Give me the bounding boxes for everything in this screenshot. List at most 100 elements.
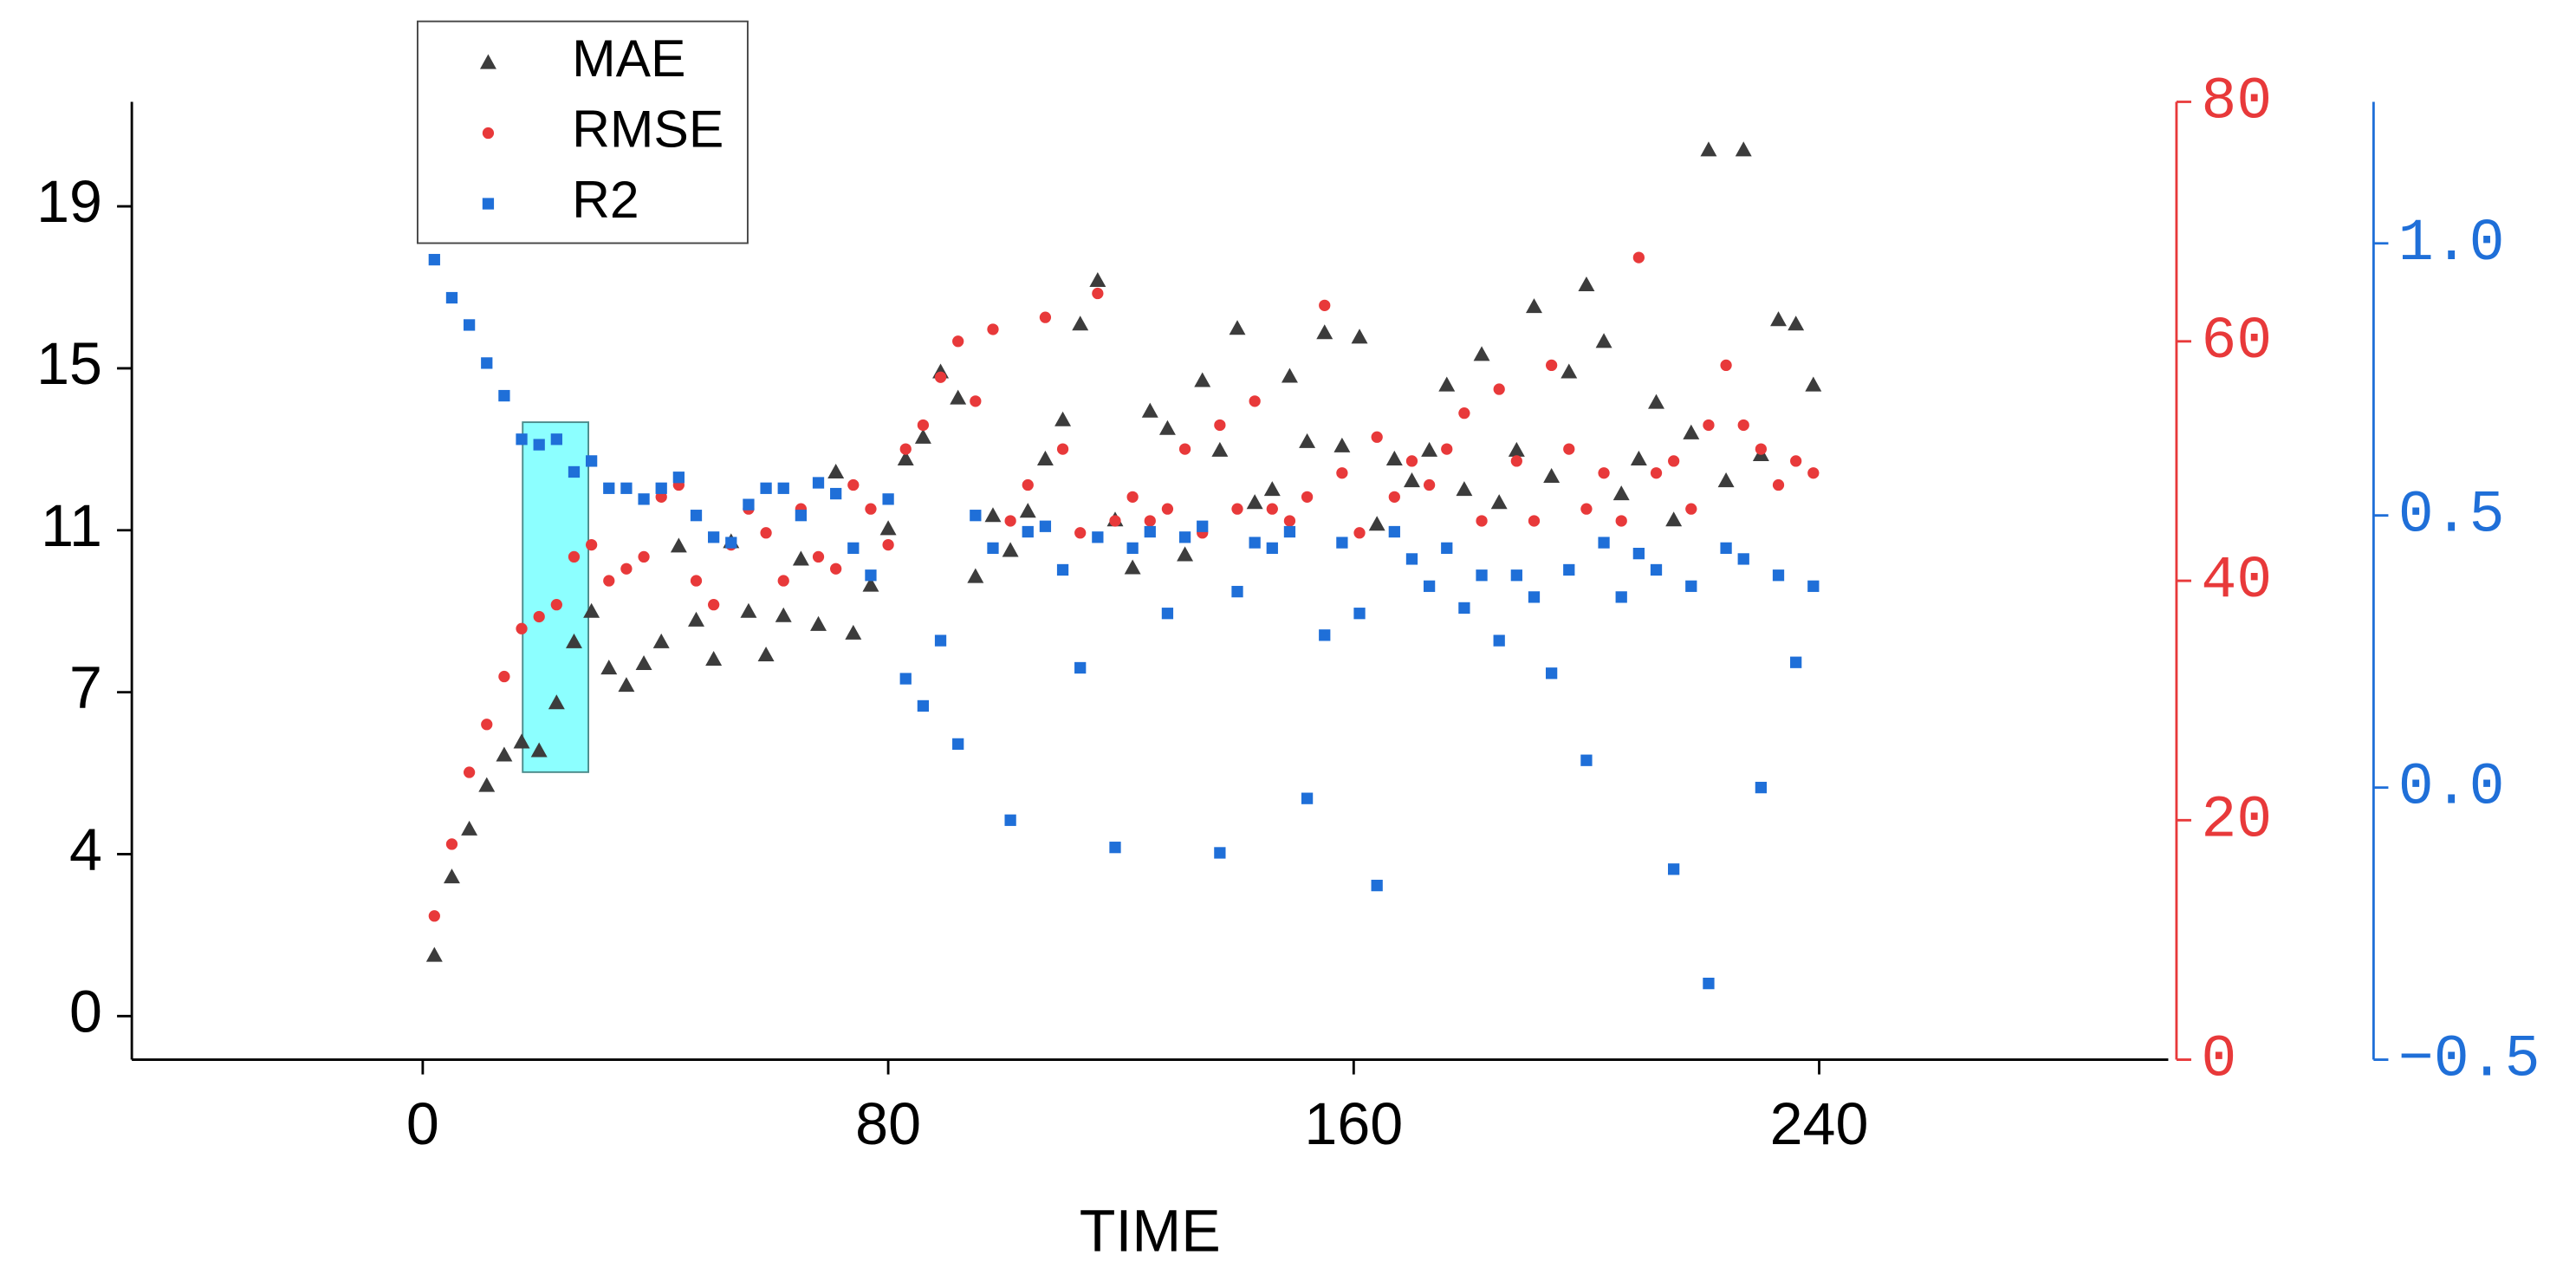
point	[725, 537, 737, 549]
x-tick-label: 240	[1770, 1091, 1869, 1157]
point	[445, 291, 458, 304]
point	[1737, 553, 1749, 565]
point	[917, 699, 930, 712]
point	[1685, 503, 1697, 515]
point	[1405, 553, 1418, 565]
point	[600, 660, 618, 675]
point	[1039, 311, 1052, 323]
point	[1493, 634, 1505, 647]
point	[425, 946, 443, 962]
point	[934, 371, 947, 383]
y-tick-label: 11	[41, 493, 102, 559]
point	[830, 563, 842, 575]
point	[1351, 329, 1368, 344]
point	[1598, 537, 1610, 549]
point	[481, 357, 493, 369]
point	[1650, 467, 1663, 479]
point	[1423, 478, 1436, 491]
point	[1668, 863, 1680, 875]
point	[690, 510, 703, 522]
point	[1231, 585, 1243, 598]
point	[847, 478, 860, 491]
point	[688, 611, 704, 627]
point	[1755, 443, 1768, 455]
point	[757, 646, 775, 661]
point	[463, 319, 476, 331]
point	[1056, 443, 1069, 455]
point	[655, 491, 667, 503]
point	[1301, 792, 1314, 804]
point	[952, 335, 964, 348]
point	[1405, 455, 1418, 467]
point	[496, 746, 513, 762]
point	[1403, 472, 1420, 488]
point	[775, 607, 792, 622]
point	[1545, 359, 1558, 372]
point	[1229, 320, 1246, 335]
legend-marker	[479, 54, 496, 69]
point	[516, 433, 528, 446]
point	[585, 538, 598, 551]
point	[1421, 441, 1438, 457]
point	[672, 472, 685, 484]
point	[603, 575, 615, 587]
point	[1665, 511, 1683, 527]
point	[1056, 563, 1069, 576]
point	[1161, 608, 1174, 620]
point	[1249, 537, 1261, 549]
point	[1508, 441, 1525, 457]
point	[865, 503, 877, 515]
point	[548, 694, 565, 710]
point	[1755, 781, 1768, 794]
point	[1022, 525, 1034, 538]
point	[984, 507, 1002, 523]
y-tick-label: 80	[2201, 69, 2272, 136]
point	[1612, 485, 1630, 501]
point	[1772, 478, 1785, 491]
point	[845, 624, 862, 640]
x-tick-label: 0	[406, 1091, 439, 1157]
point	[481, 719, 493, 731]
point	[1438, 376, 1456, 392]
point	[1595, 333, 1612, 348]
point	[1423, 580, 1436, 592]
point	[899, 673, 912, 685]
point	[934, 634, 947, 647]
point	[603, 482, 615, 494]
point	[1632, 548, 1645, 560]
point	[445, 838, 458, 850]
y-tick-label: 60	[2201, 309, 2272, 375]
point	[1072, 315, 1089, 331]
point	[1473, 346, 1490, 361]
point	[760, 482, 772, 494]
point	[1158, 420, 1176, 435]
point	[566, 633, 582, 648]
point	[1735, 141, 1752, 157]
point	[533, 439, 545, 451]
point	[917, 419, 930, 432]
point	[1598, 467, 1610, 479]
highlight-box	[522, 421, 590, 773]
point	[1371, 431, 1383, 443]
point	[568, 465, 581, 478]
point	[847, 542, 860, 554]
point	[967, 568, 984, 583]
point	[1336, 467, 1348, 479]
y-tick-label: 15	[36, 331, 102, 397]
point	[760, 527, 772, 539]
point	[1476, 515, 1488, 527]
x-tick-label: 80	[855, 1091, 921, 1157]
point	[1353, 608, 1366, 620]
point	[1630, 450, 1647, 465]
point	[1177, 546, 1194, 562]
point	[1580, 754, 1593, 766]
legend-label: R2	[572, 170, 639, 229]
y-tick-label: −0.5	[2398, 1027, 2540, 1094]
point	[478, 777, 496, 792]
legend	[416, 20, 749, 244]
point	[583, 602, 600, 618]
y-tick-label: 40	[2201, 548, 2272, 615]
point	[810, 615, 827, 631]
point	[1141, 402, 1158, 418]
